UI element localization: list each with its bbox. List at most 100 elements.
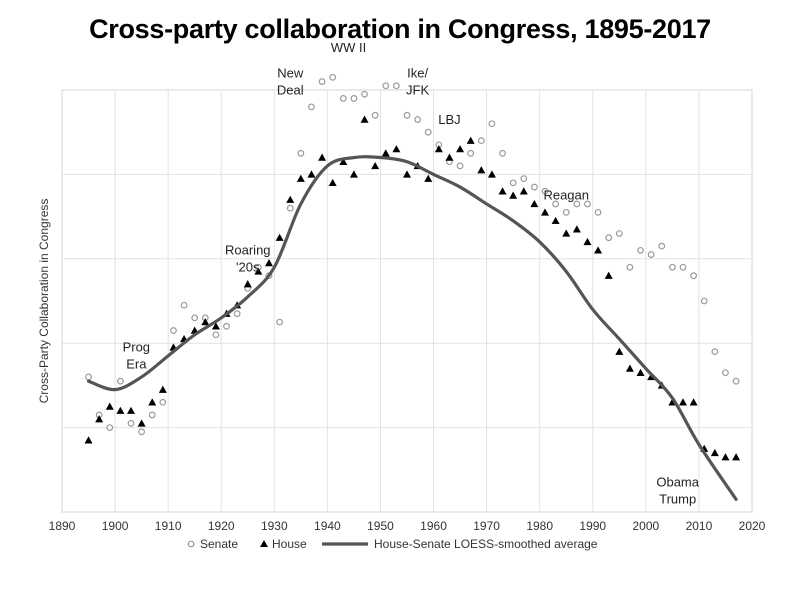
senate-point [148, 411, 156, 419]
house-point [710, 448, 719, 457]
house-point [572, 225, 581, 233]
annotation-line: Deal [277, 82, 304, 97]
x-tick-label: 1900 [102, 519, 129, 533]
annotation-line: Trump [659, 492, 696, 507]
house-point [211, 322, 220, 330]
senate-point [286, 204, 294, 212]
senate-point [180, 301, 188, 309]
annotation-line: Era [126, 357, 147, 372]
senate-point [329, 73, 337, 81]
x-tick-label: 1920 [208, 519, 235, 533]
senate-point [647, 251, 655, 258]
house-point [487, 170, 496, 178]
house-point [381, 149, 390, 157]
senate-point [488, 120, 496, 128]
senate-point [223, 322, 230, 330]
senate-point [520, 175, 528, 183]
senate-point [541, 187, 549, 195]
legend-senate-label: Senate [200, 537, 238, 551]
senate-point [116, 377, 124, 385]
x-tick-label: 1950 [367, 519, 394, 533]
house-point [477, 166, 486, 174]
annotation-line: WW II [331, 40, 366, 55]
annotation-label: Prog Era [123, 340, 150, 372]
senate-point [403, 111, 411, 119]
senate-point [456, 162, 464, 170]
senate-point [467, 149, 475, 157]
senate-point [361, 90, 368, 98]
house-point [392, 145, 401, 153]
senate-point [382, 82, 390, 90]
annotation-line: New [277, 65, 304, 80]
senate-point [191, 314, 199, 322]
house-point [84, 436, 93, 444]
house-point [349, 170, 358, 178]
senate-point [668, 263, 676, 271]
house-point [360, 115, 369, 123]
house-point [158, 385, 167, 393]
senate-point [233, 310, 241, 318]
house-point [265, 259, 273, 267]
house-point [732, 453, 741, 461]
senate-point [414, 116, 422, 123]
senate-point [159, 398, 167, 406]
chart-title: Cross-party collaboration in Congress, 1… [89, 14, 711, 44]
house-point [328, 178, 337, 187]
house-point [721, 453, 730, 461]
house-point [371, 161, 380, 170]
annotation-line: Obama [656, 475, 699, 490]
senate-point [722, 369, 729, 377]
senate-point [658, 242, 666, 250]
plot-frame [61, 89, 753, 513]
x-tick-label: 1930 [261, 519, 288, 533]
senate-point [626, 263, 634, 271]
senate-point [615, 230, 623, 237]
x-tick-label: 1910 [155, 519, 182, 533]
legend-senate-marker [187, 540, 195, 548]
house-point [498, 187, 507, 195]
senate-point [499, 149, 506, 157]
annotation-label: Ike/JFK [406, 65, 429, 97]
house-point [95, 415, 104, 423]
annotation-label: Roaring '20s [225, 243, 271, 275]
house-point [445, 153, 454, 161]
senate-point [424, 128, 432, 136]
house-point [127, 406, 135, 414]
senate-point [170, 327, 177, 334]
house-point [562, 229, 571, 237]
house-point [551, 216, 560, 225]
senate-point [509, 179, 517, 187]
house-point [296, 174, 305, 182]
house-point [339, 157, 348, 165]
house-point [201, 318, 210, 326]
senate-point [562, 208, 570, 216]
annotation-line: Roaring [225, 243, 271, 258]
x-tick-label: 1940 [314, 519, 341, 533]
senate-point [339, 95, 347, 102]
house-point [583, 237, 592, 246]
senate-point [605, 234, 613, 242]
annotation-label: Obama Trump [656, 475, 699, 507]
senate-point [392, 82, 400, 90]
annotation-label: New Deal [277, 65, 304, 97]
senate-point [350, 95, 358, 102]
house-point [456, 145, 465, 153]
y-axis-label: Cross-Party Collaboration in Congress [37, 199, 51, 404]
loess-line [86, 155, 738, 501]
annotation-line: LBJ [438, 112, 460, 127]
x-tick-label: 1890 [49, 519, 76, 533]
x-tick-label: 1970 [473, 519, 500, 533]
senate-point [700, 297, 708, 305]
x-tick-label: 1980 [526, 519, 553, 533]
house-point [509, 191, 518, 199]
senate-point [573, 200, 581, 208]
x-tick-label: 2010 [686, 519, 713, 533]
x-tick-label: 1990 [579, 519, 606, 533]
house-point [541, 208, 549, 216]
annotation-label: WW II [331, 40, 366, 55]
legend-house-label: House [272, 537, 307, 551]
house-point [604, 271, 613, 279]
house-point [679, 398, 687, 406]
house-point [466, 136, 475, 144]
annotation-line: JFK [406, 82, 429, 97]
